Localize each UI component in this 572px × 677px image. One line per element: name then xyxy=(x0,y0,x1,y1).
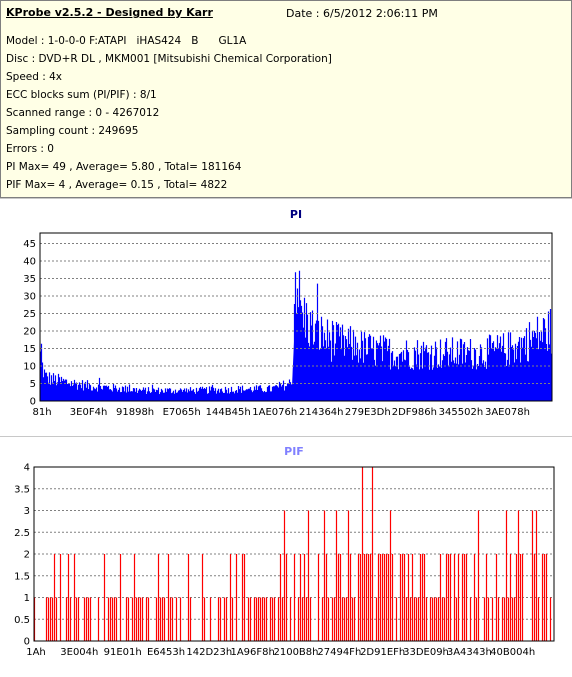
y-tick-label: 4 xyxy=(24,463,30,474)
x-tick-label: 2100B8h xyxy=(273,647,318,658)
x-tick-label: 33DE09h xyxy=(403,647,449,658)
y-tick-label: 1 xyxy=(24,593,30,604)
y-tick-label: 3.5 xyxy=(14,484,30,495)
x-tick-label: 2D91EFh xyxy=(360,647,405,658)
errors-line: Errors : 0 xyxy=(6,143,54,155)
x-tick-label: 1Ah xyxy=(26,647,46,658)
x-tick-label: 142D23h xyxy=(186,647,232,658)
app-title: KProbe v2.5.2 - Designed by Karr xyxy=(6,6,213,19)
model-line: Model : 1-0-0-0 F:ATAPI iHAS424 B GL1A xyxy=(6,35,246,47)
y-tick-label: 0 xyxy=(24,637,30,648)
pif-chart-panel: PIF 0 0.5 1 1.5 2 2.5 3 3.5 4 1Ah 3E004h 91E01h E6453… xyxy=(0,436,572,673)
speed-line: Speed : 4x xyxy=(6,71,62,83)
y-tick-label: 2.5 xyxy=(14,528,30,539)
y-tick-label: 40 xyxy=(23,257,36,268)
x-tick-label: 3AE078h xyxy=(485,407,530,418)
y-tick-label: 5 xyxy=(30,379,36,390)
x-tick-label: 144B45h xyxy=(206,407,251,418)
pi-series xyxy=(40,271,552,401)
x-tick-label: 81h xyxy=(32,407,51,418)
pif-chart: PIF 0 0.5 1 1.5 2 2.5 3 3.5 4 1Ah 3E004h 91E01h E6453… xyxy=(0,437,572,673)
x-tick-label: 345502h xyxy=(439,407,484,418)
x-tick-label: 1AE076h xyxy=(252,407,297,418)
chart-title: PI xyxy=(290,208,302,221)
x-tick-label: 279E3Dh xyxy=(345,407,391,418)
y-tick-label: 0 xyxy=(30,397,36,408)
y-tick-label: 0.5 xyxy=(14,615,30,626)
pif-stats-line: PIF Max= 4 , Average= 0.15 , Total= 4822 xyxy=(6,179,227,191)
x-tick-label: 1A96F8h xyxy=(230,647,274,658)
x-tick-label: 91898h xyxy=(116,407,154,418)
y-tick-label: 10 xyxy=(23,362,36,373)
x-tick-label: 40B004h xyxy=(490,647,535,658)
range-line: Scanned range : 0 - 4267012 xyxy=(6,107,159,119)
x-tick-label: 27494Fh xyxy=(317,647,361,658)
y-tick-label: 3 xyxy=(24,506,30,517)
info-panel: KProbe v2.5.2 - Designed by Karr Date : … xyxy=(0,0,572,198)
disc-line: Disc : DVD+R DL , MKM001 [Mitsubishi Che… xyxy=(6,53,332,65)
y-tick-label: 30 xyxy=(23,292,36,303)
pi-chart-panel: PI 0 5 10 15 20 25 30 35 40 45 81h 3E0F4h 91898h E7065… xyxy=(0,198,572,435)
x-tick-label: 2DF986h xyxy=(392,407,437,418)
sampling-line: Sampling count : 249695 xyxy=(6,125,138,137)
y-tick-label: 20 xyxy=(23,327,36,338)
x-tick-label: E7065h xyxy=(163,407,201,418)
pi-stats-line: PI Max= 49 , Average= 5.80 , Total= 1811… xyxy=(6,161,241,173)
x-tick-label: 3E0F4h xyxy=(70,407,108,418)
x-tick-label: 3E004h xyxy=(60,647,98,658)
y-tick-label: 1.5 xyxy=(14,571,30,582)
pi-chart: PI 0 5 10 15 20 25 30 35 40 45 81h 3E0F4h 91898h E7065… xyxy=(0,199,572,435)
x-tick-label: 214364h xyxy=(299,407,344,418)
y-tick-label: 25 xyxy=(23,309,36,320)
chart-title: PIF xyxy=(284,445,304,458)
y-tick-label: 45 xyxy=(23,239,36,250)
ecc-line: ECC blocks sum (PI/PIF) : 8/1 xyxy=(6,89,157,101)
x-tick-label: 3A4343h xyxy=(447,647,492,658)
x-tick-label: 91E01h xyxy=(104,647,142,658)
y-tick-label: 2 xyxy=(24,550,30,561)
scan-date: Date : 6/5/2012 2:06:11 PM xyxy=(286,7,438,20)
y-tick-label: 15 xyxy=(23,344,36,355)
y-tick-label: 35 xyxy=(23,274,36,285)
x-tick-label: E6453h xyxy=(147,647,185,658)
